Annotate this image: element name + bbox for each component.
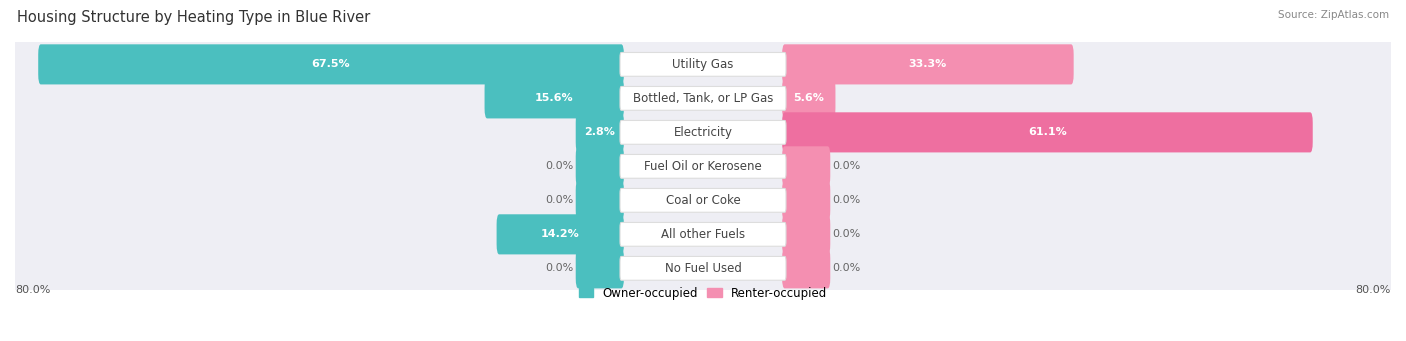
- Text: 0.0%: 0.0%: [546, 195, 574, 205]
- Text: 15.6%: 15.6%: [534, 93, 574, 103]
- Text: All other Fuels: All other Fuels: [661, 228, 745, 241]
- Legend: Owner-occupied, Renter-occupied: Owner-occupied, Renter-occupied: [574, 282, 832, 305]
- FancyBboxPatch shape: [620, 256, 786, 280]
- Text: 0.0%: 0.0%: [832, 229, 860, 239]
- Text: Fuel Oil or Kerosene: Fuel Oil or Kerosene: [644, 160, 762, 173]
- FancyBboxPatch shape: [620, 154, 786, 178]
- Text: 0.0%: 0.0%: [832, 263, 860, 273]
- Text: 0.0%: 0.0%: [832, 195, 860, 205]
- FancyBboxPatch shape: [782, 180, 831, 220]
- FancyBboxPatch shape: [620, 87, 786, 110]
- FancyBboxPatch shape: [4, 243, 1402, 294]
- FancyBboxPatch shape: [4, 141, 1402, 192]
- FancyBboxPatch shape: [620, 222, 786, 246]
- Text: 67.5%: 67.5%: [312, 59, 350, 69]
- FancyBboxPatch shape: [782, 248, 831, 288]
- Text: 0.0%: 0.0%: [546, 263, 574, 273]
- FancyBboxPatch shape: [782, 214, 831, 254]
- FancyBboxPatch shape: [575, 112, 624, 152]
- FancyBboxPatch shape: [4, 73, 1402, 123]
- FancyBboxPatch shape: [620, 120, 786, 144]
- Text: 33.3%: 33.3%: [908, 59, 948, 69]
- Text: Utility Gas: Utility Gas: [672, 58, 734, 71]
- Text: 5.6%: 5.6%: [793, 93, 824, 103]
- Text: 80.0%: 80.0%: [15, 285, 51, 295]
- FancyBboxPatch shape: [620, 53, 786, 76]
- FancyBboxPatch shape: [575, 180, 624, 220]
- FancyBboxPatch shape: [38, 44, 624, 85]
- FancyBboxPatch shape: [575, 146, 624, 187]
- Text: Bottled, Tank, or LP Gas: Bottled, Tank, or LP Gas: [633, 92, 773, 105]
- FancyBboxPatch shape: [4, 175, 1402, 225]
- Text: 0.0%: 0.0%: [546, 161, 574, 172]
- Text: Coal or Coke: Coal or Coke: [665, 194, 741, 207]
- FancyBboxPatch shape: [575, 248, 624, 288]
- Text: Source: ZipAtlas.com: Source: ZipAtlas.com: [1278, 10, 1389, 20]
- FancyBboxPatch shape: [620, 189, 786, 212]
- FancyBboxPatch shape: [782, 146, 831, 187]
- Text: No Fuel Used: No Fuel Used: [665, 262, 741, 275]
- Text: 14.2%: 14.2%: [541, 229, 579, 239]
- Text: 61.1%: 61.1%: [1028, 128, 1067, 137]
- Text: 0.0%: 0.0%: [832, 161, 860, 172]
- FancyBboxPatch shape: [782, 78, 835, 118]
- Text: 80.0%: 80.0%: [1355, 285, 1391, 295]
- Text: Electricity: Electricity: [673, 126, 733, 139]
- FancyBboxPatch shape: [782, 112, 1313, 152]
- FancyBboxPatch shape: [4, 39, 1402, 90]
- FancyBboxPatch shape: [4, 107, 1402, 158]
- FancyBboxPatch shape: [485, 78, 624, 118]
- FancyBboxPatch shape: [782, 44, 1074, 85]
- Text: 2.8%: 2.8%: [585, 128, 616, 137]
- Text: Housing Structure by Heating Type in Blue River: Housing Structure by Heating Type in Blu…: [17, 10, 370, 25]
- FancyBboxPatch shape: [4, 209, 1402, 260]
- FancyBboxPatch shape: [496, 214, 624, 254]
